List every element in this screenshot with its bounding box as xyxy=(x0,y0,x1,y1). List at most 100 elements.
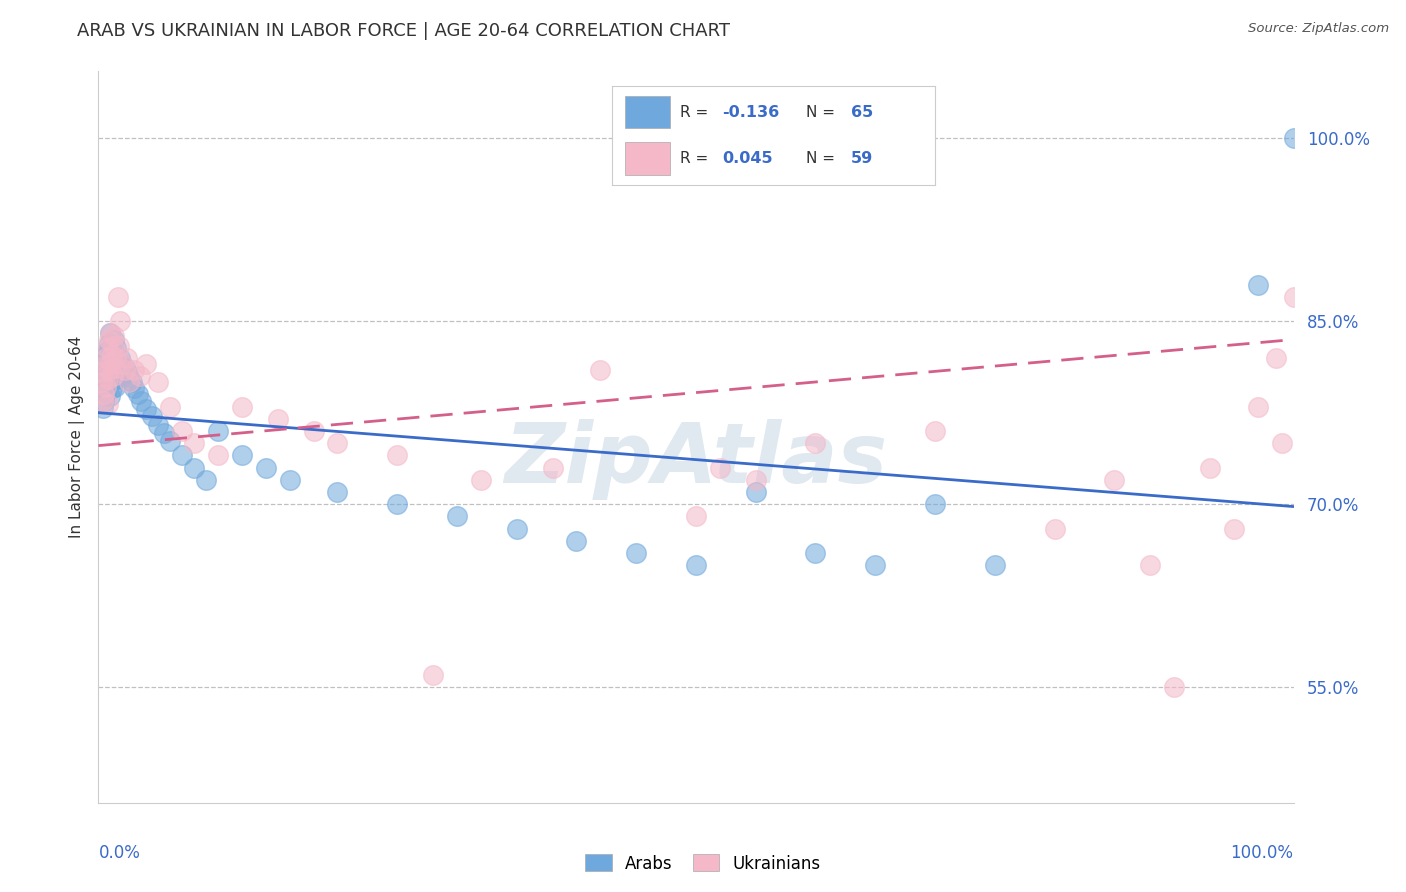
Point xyxy=(111,357,134,371)
Point xyxy=(101,369,124,384)
Legend: Arabs, Ukrainians: Arabs, Ukrainians xyxy=(578,847,828,880)
Point xyxy=(110,368,132,382)
Point xyxy=(302,424,325,438)
Point xyxy=(97,343,120,358)
Point xyxy=(172,448,194,462)
Point xyxy=(1043,521,1066,535)
Point xyxy=(94,357,117,371)
Point xyxy=(1264,351,1286,365)
Point xyxy=(148,375,170,389)
Point xyxy=(385,448,409,462)
Point xyxy=(98,389,122,403)
Point xyxy=(1223,521,1246,535)
Point xyxy=(98,333,121,347)
Point xyxy=(207,448,229,462)
Point xyxy=(159,400,181,414)
Point xyxy=(131,393,153,408)
Point xyxy=(1247,400,1270,414)
Text: 0.0%: 0.0% xyxy=(98,845,141,863)
Point xyxy=(98,363,121,377)
Point xyxy=(100,348,122,362)
Point xyxy=(745,473,768,487)
Point xyxy=(96,379,118,393)
Point xyxy=(1199,460,1222,475)
Point xyxy=(124,381,146,395)
Point xyxy=(267,411,290,425)
Point xyxy=(118,370,141,384)
Point xyxy=(91,401,114,415)
Point xyxy=(470,473,492,487)
Point xyxy=(103,329,125,343)
Point xyxy=(114,360,136,375)
Point xyxy=(114,363,136,377)
Point xyxy=(107,363,129,377)
Point xyxy=(159,434,181,448)
Point xyxy=(1247,277,1270,292)
Point xyxy=(541,460,564,475)
Point xyxy=(105,351,128,365)
Point xyxy=(91,380,114,394)
Point xyxy=(107,357,129,371)
Point xyxy=(183,460,205,475)
Point xyxy=(129,369,152,384)
Point xyxy=(96,341,118,355)
Point xyxy=(93,359,115,374)
Point xyxy=(153,426,176,441)
Point xyxy=(207,424,229,438)
Point xyxy=(115,351,138,365)
Text: Source: ZipAtlas.com: Source: ZipAtlas.com xyxy=(1249,22,1389,36)
Point xyxy=(94,351,117,365)
Point xyxy=(195,473,218,487)
Point xyxy=(103,333,125,347)
Point xyxy=(127,387,149,401)
Point xyxy=(124,363,146,377)
Point xyxy=(1282,290,1305,304)
Text: ARAB VS UKRAINIAN IN LABOR FORCE | AGE 20-64 CORRELATION CHART: ARAB VS UKRAINIAN IN LABOR FORCE | AGE 2… xyxy=(77,22,730,40)
Point xyxy=(865,558,887,572)
Point xyxy=(91,366,114,380)
Point xyxy=(422,667,444,681)
Point xyxy=(1104,473,1126,487)
Point xyxy=(105,341,128,355)
Point xyxy=(141,409,163,424)
Y-axis label: In Labor Force | Age 20-64: In Labor Force | Age 20-64 xyxy=(69,336,84,538)
Point xyxy=(94,386,117,401)
Point xyxy=(98,337,121,351)
Point xyxy=(121,375,143,389)
Point xyxy=(1163,680,1185,694)
Point xyxy=(93,387,115,401)
Point xyxy=(98,358,122,372)
Point xyxy=(101,373,124,387)
Point xyxy=(107,290,129,304)
Point xyxy=(506,521,529,535)
Point xyxy=(118,375,141,389)
Point xyxy=(984,558,1007,572)
Point xyxy=(446,509,468,524)
Point xyxy=(1139,558,1161,572)
Point xyxy=(231,400,253,414)
Point xyxy=(804,436,827,450)
Point xyxy=(924,424,946,438)
Point xyxy=(231,448,253,462)
Point xyxy=(105,371,128,385)
Point xyxy=(101,338,124,352)
Point xyxy=(104,380,127,394)
Point xyxy=(1271,436,1294,450)
Point xyxy=(91,393,114,408)
Point xyxy=(148,417,170,432)
Point xyxy=(96,348,118,362)
Point xyxy=(100,381,122,395)
Point xyxy=(97,371,120,385)
Point xyxy=(93,366,115,380)
Point xyxy=(709,460,731,475)
Point xyxy=(745,484,768,499)
Point xyxy=(91,373,114,387)
Point xyxy=(326,484,349,499)
Point xyxy=(278,473,301,487)
Point xyxy=(104,360,127,375)
Point xyxy=(94,380,117,394)
Point xyxy=(1282,131,1305,145)
Point xyxy=(254,460,277,475)
Point xyxy=(103,366,125,380)
Point xyxy=(112,368,135,382)
